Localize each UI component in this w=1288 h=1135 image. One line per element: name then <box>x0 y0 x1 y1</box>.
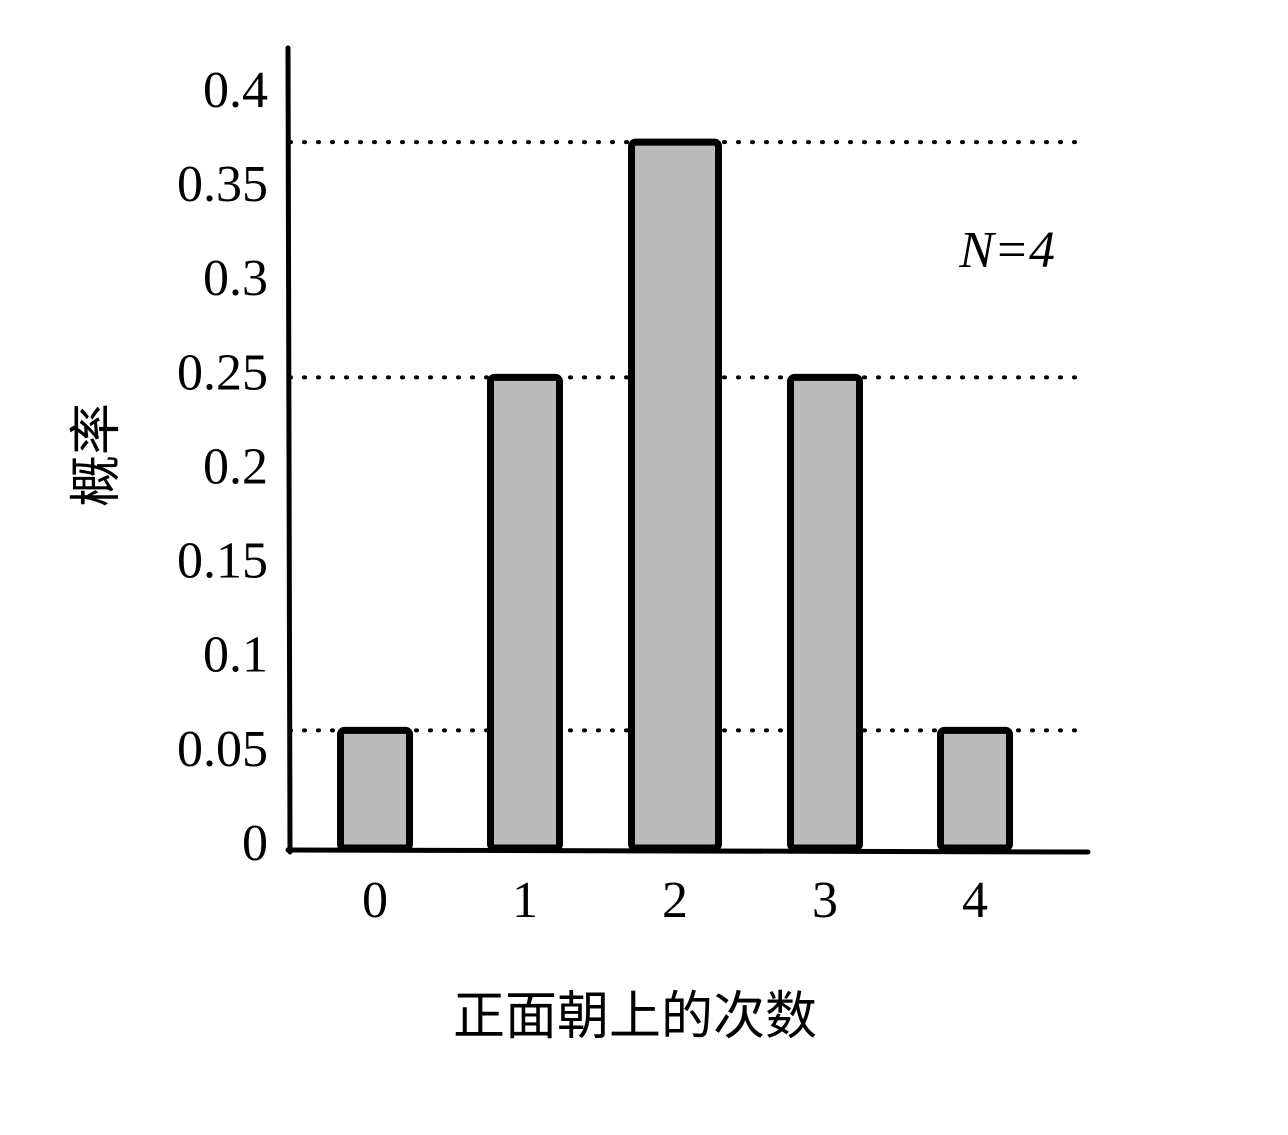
bar <box>628 138 722 852</box>
y-tick-label: 0.4 <box>203 62 268 119</box>
x-axis-label: 正面朝上的次数 <box>453 987 817 1047</box>
bar <box>487 373 563 852</box>
x-tick-label: 2 <box>662 872 688 929</box>
x-tick-label: 0 <box>362 872 388 929</box>
y-tick-label: 0.35 <box>177 156 268 213</box>
x-tick-label: 1 <box>512 872 538 929</box>
y-axis <box>285 45 293 855</box>
bar <box>937 726 1013 852</box>
annotation: N=4 <box>958 222 1055 279</box>
y-axis-label: 概率 <box>67 403 127 507</box>
bar <box>337 726 413 852</box>
y-tick-label: 0.1 <box>203 627 268 684</box>
y-tick-label: 0.2 <box>203 438 268 495</box>
bar <box>787 373 863 852</box>
x-axis <box>285 847 1091 855</box>
x-tick-label: 3 <box>812 872 838 929</box>
y-tick-label: 0.05 <box>177 721 268 778</box>
y-tick-label: 0.15 <box>177 533 268 590</box>
y-tick-label: 0 <box>242 815 268 872</box>
y-tick-label: 0.3 <box>203 250 268 307</box>
y-tick-label: 0.25 <box>177 344 268 401</box>
x-tick-label: 4 <box>962 872 988 929</box>
